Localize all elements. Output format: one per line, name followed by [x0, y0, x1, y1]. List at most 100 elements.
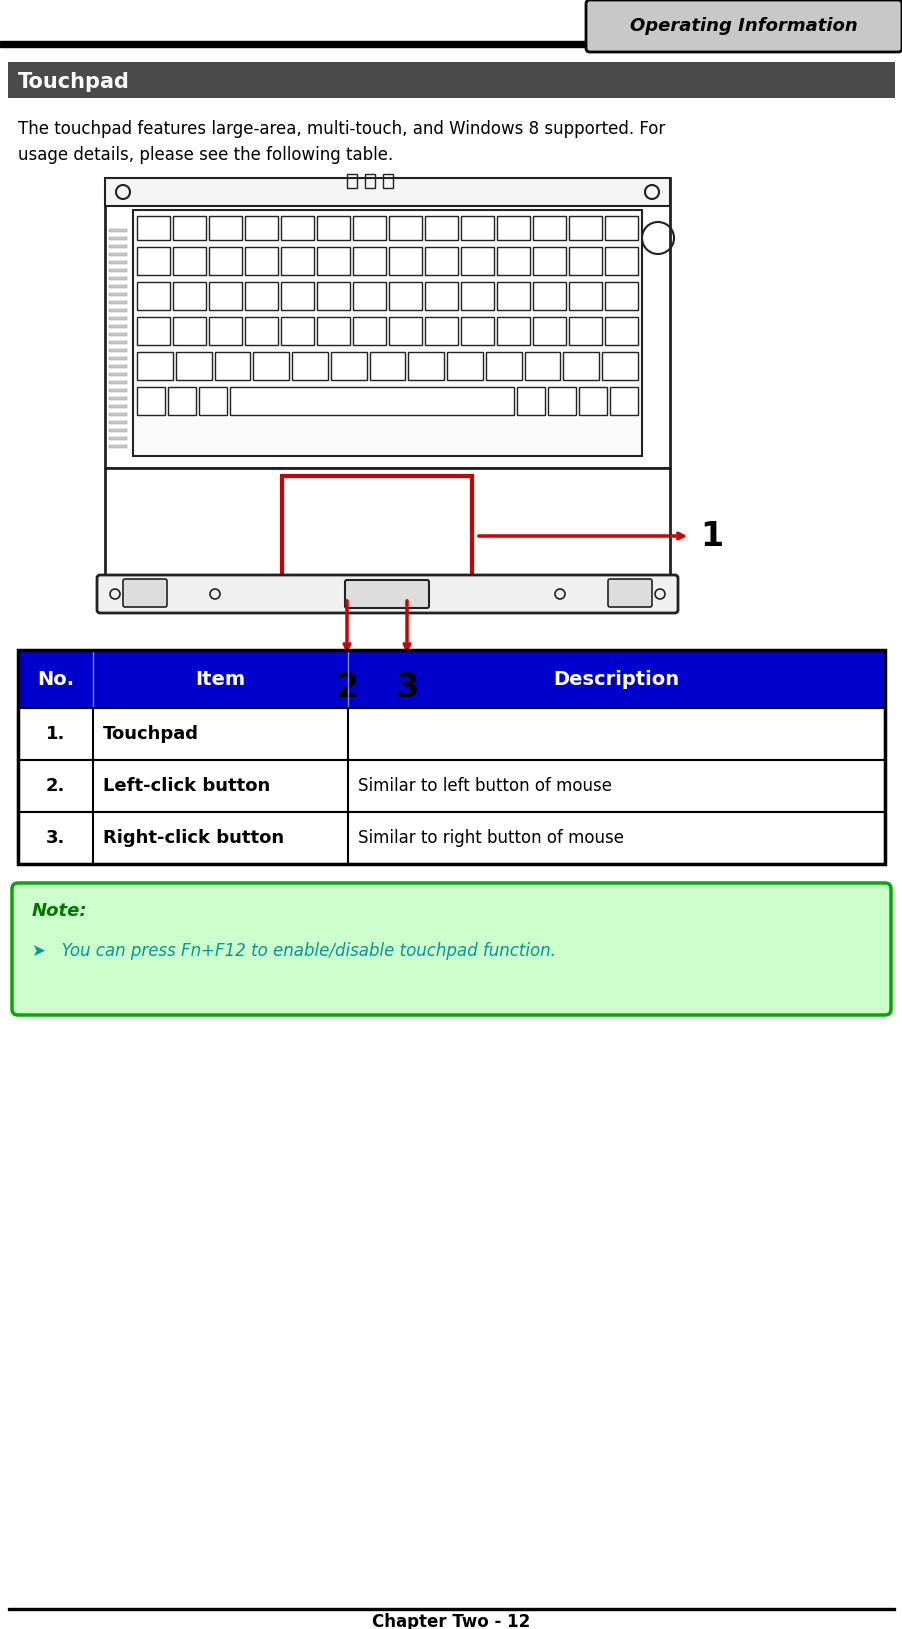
Bar: [353, 217, 385, 239]
Bar: [353, 318, 385, 345]
Bar: [353, 282, 385, 310]
Text: Chapter Two - 12: Chapter Two - 12: [372, 1613, 529, 1629]
Bar: [109, 236, 127, 239]
Text: 2: 2: [335, 671, 358, 704]
Bar: [604, 318, 638, 345]
FancyBboxPatch shape: [585, 0, 901, 52]
Bar: [346, 174, 356, 187]
Bar: [387, 580, 427, 586]
Bar: [137, 248, 170, 275]
Bar: [18, 650, 884, 863]
Bar: [317, 282, 350, 310]
Bar: [364, 174, 374, 187]
Bar: [425, 248, 457, 275]
Text: Item: Item: [195, 670, 245, 689]
Bar: [208, 282, 242, 310]
Bar: [604, 248, 638, 275]
Bar: [446, 352, 483, 380]
Bar: [109, 445, 127, 448]
Bar: [524, 352, 560, 380]
Bar: [425, 217, 457, 239]
Bar: [168, 388, 196, 415]
FancyBboxPatch shape: [97, 575, 677, 613]
Bar: [317, 318, 350, 345]
Bar: [109, 285, 127, 288]
Bar: [0, 41, 902, 44]
Bar: [208, 217, 242, 239]
Bar: [327, 580, 366, 586]
Bar: [389, 248, 421, 275]
Bar: [208, 318, 242, 345]
Bar: [176, 352, 211, 380]
Bar: [215, 352, 250, 380]
Bar: [18, 811, 884, 863]
Bar: [485, 352, 521, 380]
Bar: [173, 217, 206, 239]
Text: Description: Description: [553, 670, 679, 689]
Bar: [0, 44, 902, 47]
Bar: [105, 468, 669, 578]
Text: 3.: 3.: [46, 829, 65, 847]
Text: Left-click button: Left-click button: [103, 777, 270, 795]
Bar: [532, 282, 566, 310]
Bar: [568, 282, 602, 310]
Bar: [8, 62, 894, 98]
Bar: [317, 217, 350, 239]
Bar: [109, 414, 127, 415]
FancyBboxPatch shape: [105, 178, 669, 468]
FancyBboxPatch shape: [123, 578, 167, 608]
Bar: [137, 318, 170, 345]
Bar: [109, 244, 127, 248]
Bar: [604, 217, 638, 239]
Bar: [330, 352, 366, 380]
Bar: [18, 709, 884, 761]
Bar: [425, 318, 457, 345]
Bar: [109, 340, 127, 344]
Bar: [109, 301, 127, 305]
Bar: [610, 388, 638, 415]
Bar: [109, 437, 127, 440]
Bar: [461, 217, 493, 239]
Text: No.: No.: [37, 670, 74, 689]
Bar: [389, 318, 421, 345]
Bar: [244, 318, 278, 345]
Bar: [109, 326, 127, 327]
Bar: [532, 248, 566, 275]
Bar: [317, 248, 350, 275]
Bar: [548, 388, 575, 415]
Bar: [408, 352, 444, 380]
Text: 1: 1: [699, 520, 723, 552]
Bar: [578, 388, 606, 415]
Bar: [137, 282, 170, 310]
Bar: [18, 650, 884, 709]
Bar: [109, 420, 127, 424]
Bar: [425, 282, 457, 310]
Text: Operating Information: Operating Information: [630, 16, 857, 34]
Bar: [602, 352, 638, 380]
Bar: [109, 397, 127, 401]
Bar: [137, 352, 172, 380]
FancyBboxPatch shape: [12, 883, 890, 1015]
Bar: [291, 352, 327, 380]
Bar: [133, 210, 641, 456]
Bar: [109, 293, 127, 296]
Text: Similar to left button of mouse: Similar to left button of mouse: [357, 777, 612, 795]
Bar: [496, 217, 529, 239]
Bar: [109, 406, 127, 407]
Bar: [532, 217, 566, 239]
Bar: [353, 248, 385, 275]
Bar: [109, 381, 127, 384]
Bar: [253, 352, 289, 380]
Bar: [244, 217, 278, 239]
Text: 1.: 1.: [46, 725, 65, 743]
Bar: [461, 248, 493, 275]
Bar: [382, 174, 392, 187]
Text: ➤   You can press Fn+F12 to enable/disable touchpad function.: ➤ You can press Fn+F12 to enable/disable…: [32, 942, 556, 959]
Bar: [604, 282, 638, 310]
Bar: [389, 282, 421, 310]
Bar: [496, 282, 529, 310]
Bar: [281, 217, 314, 239]
Bar: [389, 217, 421, 239]
Bar: [109, 373, 127, 376]
Bar: [244, 282, 278, 310]
